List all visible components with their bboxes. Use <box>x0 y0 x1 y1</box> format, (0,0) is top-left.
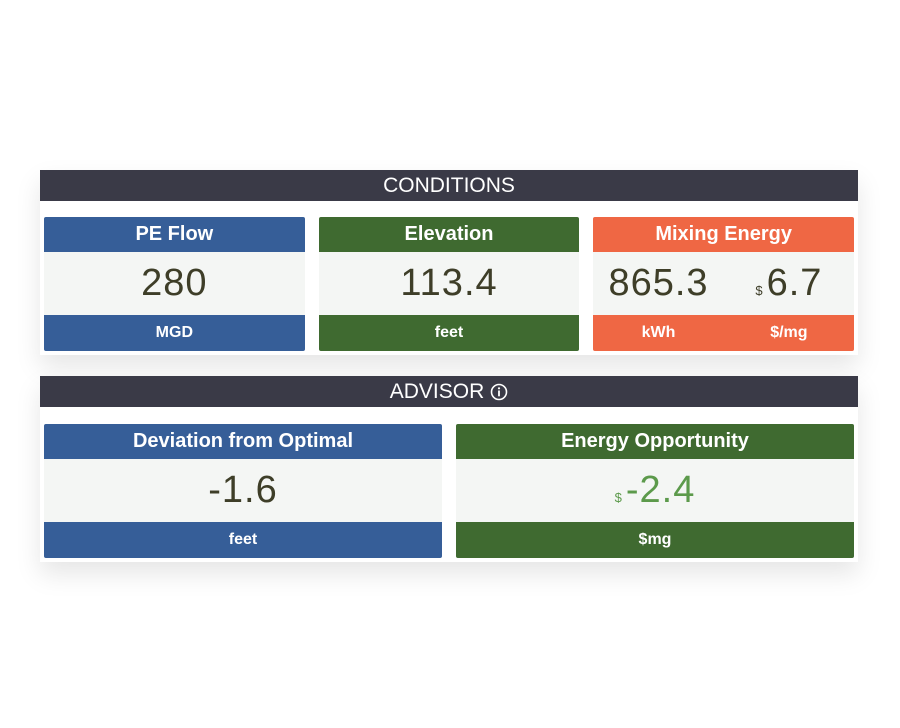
metric-card: Elevation 113.4 feet <box>318 217 580 351</box>
card-units: feet <box>318 315 580 351</box>
card-values: -1.6 <box>44 459 442 522</box>
card-title: PE Flow <box>44 217 305 252</box>
value-prefix: $ <box>755 283 763 299</box>
advisor-section: ADVISOR Deviation from Optimal -1.6 feet En… <box>40 376 858 562</box>
metric-unit: $mg <box>638 531 672 548</box>
card-title: Deviation from Optimal <box>44 424 442 459</box>
section-body: Deviation from Optimal -1.6 feet Energy Opp… <box>40 407 858 562</box>
metric-value: 865.3 <box>608 262 709 304</box>
metric-card: Mixing Energy 865.3 $6.7 kWh $/mg <box>593 217 855 351</box>
metric-value: 280 <box>141 262 208 304</box>
value-cell: 113.4 <box>319 262 580 305</box>
value-cell: $ -2.4 <box>456 469 854 512</box>
card-title: Mixing Energy <box>593 217 855 252</box>
card-values: $ -2.4 <box>456 459 854 522</box>
card-units: $mg <box>456 522 854 558</box>
metric-value: 113.4 <box>400 262 498 304</box>
metric-value: -1.6 <box>208 469 278 511</box>
metric-card: Deviation from Optimal -1.6 feet <box>44 424 442 558</box>
info-icon[interactable] <box>490 383 508 401</box>
metric-unit: MGD <box>155 324 193 341</box>
metric-unit: feet <box>434 324 464 341</box>
section-header: CONDITIONS <box>40 170 858 201</box>
value-cell: $6.7 <box>724 262 854 305</box>
card-title: Elevation <box>318 217 580 252</box>
value-cell: -1.6 <box>44 469 442 512</box>
metric-unit: $/mg <box>770 324 808 341</box>
card-values: 113.4 <box>318 252 580 315</box>
section-title: CONDITIONS <box>383 173 515 197</box>
metric-card: Energy Opportunity $ -2.4 $mg <box>456 424 854 558</box>
card-units: kWh $/mg <box>593 315 855 351</box>
value-prefix: $ <box>614 490 622 506</box>
card-units: MGD <box>44 315 305 351</box>
conditions-section: CONDITIONS PE Flow 280 MGD Elevation 113.4 fe… <box>40 170 858 355</box>
section-header: ADVISOR <box>40 376 858 407</box>
value-cell: 865.3 <box>593 262 723 305</box>
metric-value: -2.4 <box>625 469 696 511</box>
metric-value: 6.7 <box>766 262 823 304</box>
card-values: 280 <box>44 252 305 315</box>
card-values: 865.3 $6.7 <box>593 252 855 315</box>
section-body: PE Flow 280 MGD Elevation 113.4 feet Mixing En… <box>40 201 858 355</box>
card-title: Energy Opportunity <box>456 424 854 459</box>
metric-unit: kWh <box>641 324 676 341</box>
metric-card: PE Flow 280 MGD <box>44 217 305 351</box>
metric-unit: feet <box>228 531 258 548</box>
value-cell: 280 <box>44 262 305 305</box>
card-units: feet <box>44 522 442 558</box>
section-title: ADVISOR <box>389 379 485 403</box>
